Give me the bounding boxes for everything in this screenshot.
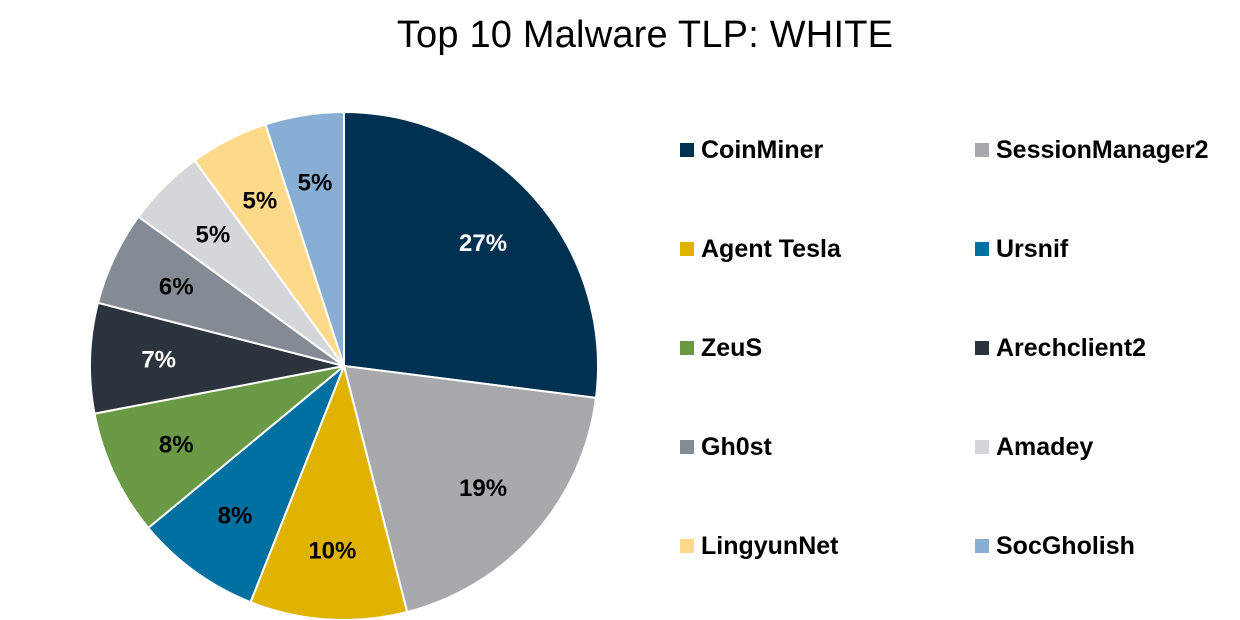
pie-slice-9 xyxy=(264,111,345,367)
pie-slice-2 xyxy=(249,365,409,620)
legend-swatch xyxy=(975,341,989,355)
pie-chart: 27%19%10%8%8%7%6%5%5%5% xyxy=(89,111,599,620)
legend-swatch xyxy=(680,539,694,553)
slice-data-label-9: 5% xyxy=(298,169,333,196)
legend-item: SocGholish xyxy=(975,526,1135,566)
pie-slice-1 xyxy=(343,365,597,614)
pie-slice-5 xyxy=(89,301,345,415)
slice-data-label-0: 27% xyxy=(459,230,507,257)
chart-legend: CoinMiner SessionManager2 Agent Tesla Ursni… xyxy=(680,130,1240,570)
legend-label: Arechclient2 xyxy=(996,333,1147,362)
legend-swatch xyxy=(680,242,694,256)
pie-slice-4 xyxy=(93,365,345,529)
slice-data-label-1: 19% xyxy=(459,475,507,502)
legend-label: Gh0st xyxy=(701,432,772,461)
legend-swatch xyxy=(680,440,694,454)
legend-item: Arechclient2 xyxy=(975,328,1146,368)
slice-data-label-8: 5% xyxy=(242,187,277,214)
legend-item: CoinMiner xyxy=(680,130,823,170)
legend-swatch xyxy=(680,143,694,157)
legend-label: Amadey xyxy=(996,432,1094,461)
legend-label: LingyunNet xyxy=(701,531,839,560)
legend-swatch xyxy=(975,143,989,157)
legend-item: Agent Tesla xyxy=(680,229,841,269)
legend-label: ZeuS xyxy=(701,333,763,362)
legend-item: ZeuS xyxy=(680,328,762,368)
legend-item: SessionManager2 xyxy=(975,130,1209,170)
legend-item: Amadey xyxy=(975,427,1093,467)
legend-swatch xyxy=(975,242,989,256)
slice-data-label-2: 10% xyxy=(308,538,356,565)
slice-data-label-4: 8% xyxy=(159,431,194,458)
pie-slice-3 xyxy=(147,365,345,604)
slice-data-label-7: 5% xyxy=(196,221,231,248)
slice-data-label-3: 8% xyxy=(218,503,253,530)
legend-label: Ursnif xyxy=(996,234,1069,263)
legend-swatch xyxy=(680,341,694,355)
pie-slice-0 xyxy=(343,111,599,399)
legend-label: CoinMiner xyxy=(701,135,824,164)
legend-item: LingyunNet xyxy=(680,526,839,566)
slice-data-label-5: 7% xyxy=(141,347,176,374)
legend-item: Ursnif xyxy=(975,229,1068,269)
legend-swatch xyxy=(975,440,989,454)
legend-label: SocGholish xyxy=(996,531,1135,560)
chart-title: Top 10 Malware TLP: WHITE xyxy=(396,14,894,56)
legend-label: Agent Tesla xyxy=(701,234,841,263)
slice-data-label-6: 6% xyxy=(159,274,194,301)
legend-label: SessionManager2 xyxy=(996,135,1209,164)
legend-swatch xyxy=(975,539,989,553)
legend-item: Gh0st xyxy=(680,427,772,467)
